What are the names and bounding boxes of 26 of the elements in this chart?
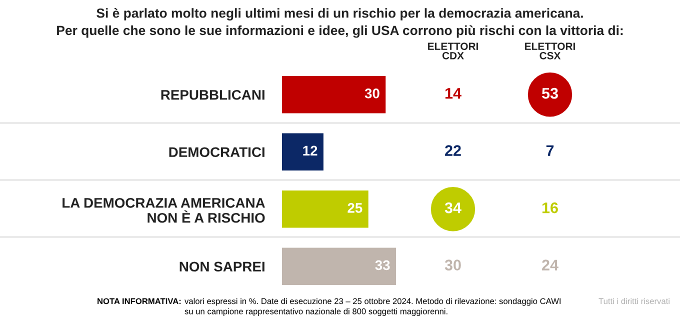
y-tick-label: DEMOCRATICI <box>169 147 264 158</box>
y-tick-label: NON SAPREI <box>180 262 264 272</box>
data-label: 16 <box>542 202 558 214</box>
data-label: 33 <box>375 260 390 270</box>
text: Tutti i diritti riservati <box>598 298 670 304</box>
data-label: 30 <box>364 88 380 98</box>
text: NOTA INFORMATIVA: <box>98 298 181 304</box>
y-tick-label: LA DEMOCRAZIA AMERICANA NON È A RISCHIO <box>62 198 265 223</box>
text: ELETTORI CSX <box>525 42 575 60</box>
data-label: 14 <box>445 88 462 99</box>
bar <box>282 190 368 228</box>
bar <box>282 76 386 114</box>
data-label: 34 <box>444 202 462 214</box>
y-tick-label: REPUBBLICANI <box>161 90 264 100</box>
bar <box>282 248 396 285</box>
data-label: 7 <box>546 145 554 156</box>
bar <box>282 133 324 170</box>
chart-title: Si è parlato molto negli ultimi mesi di un rischio per la democrazia americana. Per quelle che sono le sue informazioni e idee, gli USA corrono più rischi con la vittoria di: <box>57 8 623 38</box>
data-label: 25 <box>348 203 362 213</box>
data-label: 22 <box>445 145 461 156</box>
data-label: 53 <box>542 88 558 99</box>
text: valori espressi in %. Date di esecuzione 23 – 25 ottobre 2024. Metodo di rilevazione: sondaggio CAWI su un campione rappresentativo nazionale di 800 soggetti maggiorenni. <box>184 298 560 316</box>
data-label: 30 <box>444 260 461 270</box>
text: ELETTORI CDX <box>428 42 478 60</box>
data-label: 12 <box>303 146 318 156</box>
data-label: 24 <box>542 260 558 270</box>
